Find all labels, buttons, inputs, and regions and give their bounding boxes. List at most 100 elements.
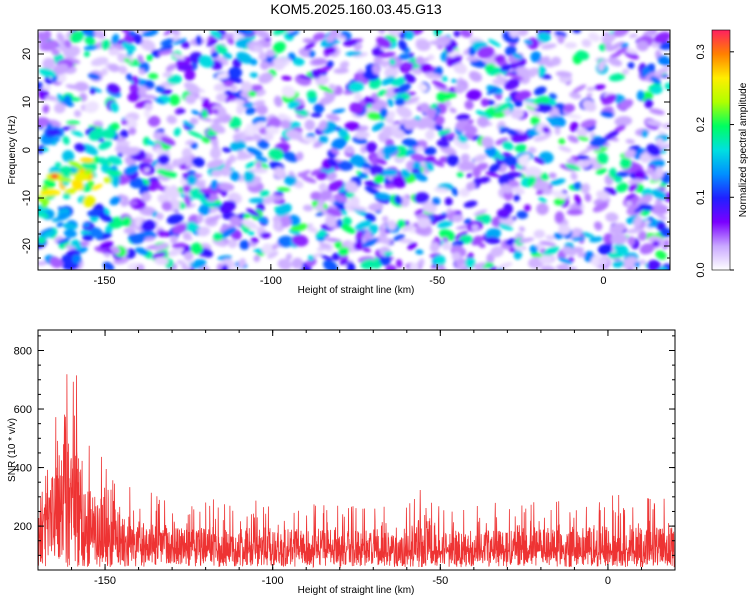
heatmap-cell [433, 187, 449, 193]
heatmap-cell [318, 242, 332, 250]
heatmap-cell [184, 194, 191, 207]
heatmap-cell [134, 216, 143, 228]
heatmap-cell [316, 171, 328, 181]
heatmap-cell [129, 83, 140, 95]
heatmap-cell [636, 194, 653, 207]
heatmap-cell [82, 234, 94, 242]
heatmap-cell [255, 89, 267, 97]
y-tick-label: 20 [21, 48, 33, 60]
heatmap-cell [144, 102, 153, 111]
heatmap-cell [280, 119, 291, 130]
heatmap-cell [90, 227, 104, 239]
heatmap-cell [171, 242, 187, 249]
heatmap-cell [551, 56, 561, 66]
heatmap-cell [353, 241, 364, 251]
heatmap-cell [618, 99, 634, 110]
heatmap-cell [196, 214, 204, 224]
heatmap-cell [116, 140, 131, 147]
heatmap-cell [499, 127, 509, 134]
heatmap-cell [590, 255, 602, 267]
heatmap-cell [653, 31, 670, 44]
heatmap-cell [111, 33, 120, 45]
heatmap-cell [603, 130, 619, 141]
heatmap-cell [620, 42, 629, 49]
heatmap-cell [160, 38, 175, 46]
heatmap-cell [318, 182, 328, 193]
heatmap-cell [524, 101, 539, 109]
heatmap-cell [183, 120, 195, 128]
heatmap-cell [157, 154, 170, 166]
heatmap-cell [327, 158, 339, 167]
x-tick-label: 0 [605, 575, 611, 587]
heatmap-cell [540, 265, 556, 270]
heatmap-cell [463, 218, 472, 225]
heatmap-cell [157, 50, 174, 56]
heatmap-cell [394, 97, 406, 107]
heatmap-cell [222, 52, 233, 60]
heatmap-cell [107, 156, 123, 165]
heatmap-cell [566, 209, 584, 216]
heatmap-cell [230, 84, 238, 92]
heatmap-cell [542, 126, 550, 134]
heatmap-cell [323, 90, 338, 98]
heatmap-cell [199, 248, 214, 258]
heatmap-cell [162, 71, 173, 78]
heatmap-cell [160, 136, 176, 146]
snr-series-line [38, 374, 675, 569]
heatmap-cell [151, 252, 167, 259]
heatmap-cell [219, 200, 237, 214]
heatmap-cell [638, 259, 647, 265]
heatmap-cell [164, 186, 180, 200]
heatmap-cell [56, 32, 65, 44]
heatmap-cell [82, 222, 91, 228]
heatmap-cell [384, 66, 399, 79]
heatmap-cell [532, 180, 550, 191]
heatmap-cell [245, 161, 256, 169]
heatmap-cell [169, 94, 181, 106]
heatmap-cell [354, 220, 372, 231]
heatmap-cell [628, 179, 644, 185]
heatmap-cell [241, 219, 259, 230]
heatmap-cell [317, 199, 325, 207]
heatmap-cell [253, 100, 266, 107]
heatmap-cell [468, 70, 483, 82]
heatmap-cell [310, 69, 321, 79]
heatmap-cell [415, 146, 424, 152]
heatmap-cell [277, 113, 293, 123]
heatmap-cell [597, 243, 613, 255]
heatmap-cell [222, 33, 234, 40]
heatmap-cell [155, 85, 166, 93]
heatmap-cell [297, 74, 313, 80]
heatmap-cell [608, 73, 626, 82]
heatmap-cell [488, 266, 497, 270]
heatmap-cell [569, 121, 579, 133]
heatmap-cell [437, 220, 454, 229]
heatmap-cell [210, 30, 222, 39]
heatmap-cell [303, 136, 318, 143]
heatmap-cell [473, 209, 488, 216]
heatmap-cell [339, 259, 349, 266]
x-tick-label: -150 [94, 575, 116, 587]
heatmap-cell [140, 219, 157, 232]
heatmap-cell [588, 32, 601, 42]
heatmap-cell [471, 223, 479, 232]
heatmap-cell [502, 141, 514, 151]
heatmap-cell [577, 154, 591, 161]
heatmap-cell [514, 99, 523, 108]
heatmap-cell [257, 138, 270, 150]
heatmap-cell [87, 180, 95, 188]
heatmap-cell [287, 52, 296, 61]
heatmap-cell [466, 55, 479, 62]
heatmap-cell [137, 54, 144, 64]
heatmap-cell [297, 170, 311, 178]
snr-ylabel: SNR (10 * v/v) [7, 418, 18, 482]
heatmap-cell [56, 222, 64, 228]
heatmap-cell [46, 129, 63, 136]
heatmap-cell [431, 197, 441, 206]
heatmap-cell [478, 176, 491, 184]
heatmap-cell [359, 172, 368, 179]
heatmap-cell [634, 170, 646, 181]
heatmap-cell [654, 66, 670, 76]
heatmap-cell [185, 139, 194, 146]
heatmap-cell [252, 121, 265, 131]
